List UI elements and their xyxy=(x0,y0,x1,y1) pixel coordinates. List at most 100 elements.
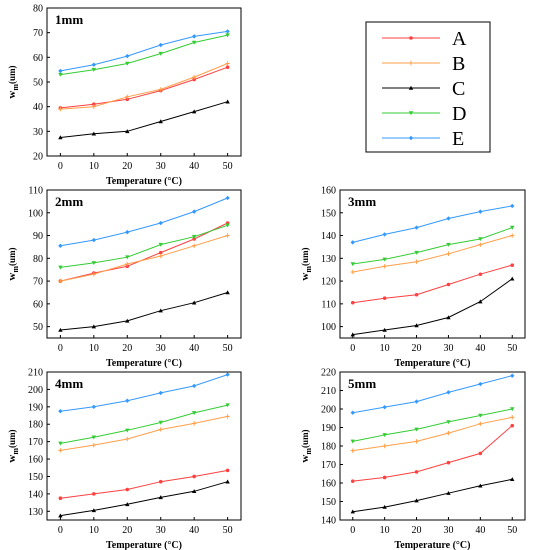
series-D xyxy=(58,403,230,446)
data-point-D xyxy=(478,237,483,242)
data-point-B xyxy=(158,87,163,92)
panel-title: 3mm xyxy=(348,194,376,209)
data-point-A xyxy=(125,487,130,492)
series-E xyxy=(58,29,230,74)
data-point-A xyxy=(58,496,63,501)
data-point-C xyxy=(58,135,63,140)
data-point-C xyxy=(414,498,419,503)
series-E xyxy=(350,203,515,245)
data-point-E xyxy=(446,390,451,395)
data-point-B xyxy=(446,251,451,256)
series-D xyxy=(58,223,230,270)
data-point-B xyxy=(125,261,130,267)
y-tick-label: 160 xyxy=(321,479,336,490)
x-axis-label: Temperature (°C) xyxy=(395,358,471,369)
data-point-B xyxy=(191,421,197,426)
y-axis-label: wm(um) xyxy=(6,429,20,462)
y-axis-label: wm(um) xyxy=(6,65,20,98)
data-point-D xyxy=(350,262,355,267)
series-line-C xyxy=(60,292,228,331)
series-line-B xyxy=(352,416,513,452)
series-D xyxy=(350,407,515,444)
data-point-A xyxy=(382,475,387,480)
data-point-A xyxy=(225,468,230,473)
legend-marker xyxy=(408,111,414,116)
legend-label: B xyxy=(452,53,465,75)
data-point-E xyxy=(382,404,387,410)
x-tick-label: 20 xyxy=(122,525,132,536)
data-point-E xyxy=(225,195,230,201)
series-B xyxy=(350,233,515,275)
data-point-D xyxy=(125,61,130,66)
y-tick-label: 130 xyxy=(321,254,336,265)
data-point-D xyxy=(382,433,387,438)
chart-3: 100 110 120 130 140 150 160 0 10 20 30 40 50 3mm Tempe… xyxy=(299,186,526,369)
x-tick-label: 50 xyxy=(507,343,517,354)
data-point-A xyxy=(158,250,163,255)
data-point-D xyxy=(91,67,97,72)
y-tick-label: 180 xyxy=(321,442,336,453)
series-line-B xyxy=(352,235,513,273)
data-point-D xyxy=(350,439,355,444)
data-point-C xyxy=(225,99,230,104)
y-tick-label: 30 xyxy=(33,127,43,138)
series-line-E xyxy=(60,197,228,247)
series-line-C xyxy=(352,278,513,336)
data-point-C xyxy=(478,299,483,304)
data-point-D xyxy=(478,413,483,418)
y-axis-label: wm(um) xyxy=(299,429,313,462)
data-point-E xyxy=(125,53,130,59)
series-B xyxy=(58,414,230,453)
data-point-A xyxy=(125,264,130,269)
data-point-D xyxy=(158,420,163,425)
data-point-E xyxy=(125,398,130,403)
data-point-C xyxy=(225,479,230,484)
y-tick-label: 150 xyxy=(321,208,336,219)
data-point-B xyxy=(125,94,130,99)
series-A xyxy=(58,65,230,110)
chart-4: 130 140 150 160 170 180 190 200 210 0 10 20 30 40 50 4m… xyxy=(6,368,242,550)
data-point-E xyxy=(414,225,419,230)
data-point-B xyxy=(382,443,387,449)
data-point-C xyxy=(382,327,387,332)
data-point-B xyxy=(191,74,197,80)
series-B xyxy=(58,233,230,284)
series-E xyxy=(350,373,515,415)
data-point-D xyxy=(225,33,230,38)
data-point-C xyxy=(58,513,63,518)
data-point-D xyxy=(91,261,97,266)
series-D xyxy=(58,33,230,77)
series-line-A xyxy=(60,66,228,109)
series-C xyxy=(350,276,515,337)
x-tick-label: 30 xyxy=(156,525,166,536)
data-point-E xyxy=(91,237,97,243)
y-tick-label: 200 xyxy=(321,405,336,416)
data-point-C xyxy=(91,324,97,329)
x-tick-label: 20 xyxy=(122,343,132,354)
series-line-C xyxy=(60,101,228,138)
y-tick-label: 150 xyxy=(28,472,43,483)
data-point-E xyxy=(158,390,163,396)
y-tick-label: 60 xyxy=(33,53,43,64)
x-tick-label: 40 xyxy=(475,525,485,536)
y-tick-label: 100 xyxy=(321,322,336,333)
chart-2: 50 60 70 80 90 100 110 0 10 20 30 40 50 2mm Temperatur… xyxy=(6,186,242,369)
series-D xyxy=(350,225,515,267)
x-tick-label: 30 xyxy=(443,525,453,536)
x-tick-label: 0 xyxy=(350,343,355,354)
data-point-B xyxy=(350,448,355,453)
data-point-C xyxy=(91,508,97,513)
series-A xyxy=(58,468,230,501)
y-tick-label: 90 xyxy=(33,231,43,242)
legend-marker xyxy=(408,135,414,141)
data-point-E xyxy=(191,383,197,389)
y-tick-label: 20 xyxy=(33,152,43,163)
x-axis-label: Temperature (°C) xyxy=(106,358,182,369)
y-tick-label: 50 xyxy=(33,78,43,89)
data-point-B xyxy=(478,421,483,426)
data-point-C xyxy=(510,276,515,281)
data-point-B xyxy=(414,439,419,444)
y-tick-label: 70 xyxy=(33,28,43,39)
data-point-D xyxy=(125,428,130,433)
data-point-A xyxy=(125,97,130,102)
